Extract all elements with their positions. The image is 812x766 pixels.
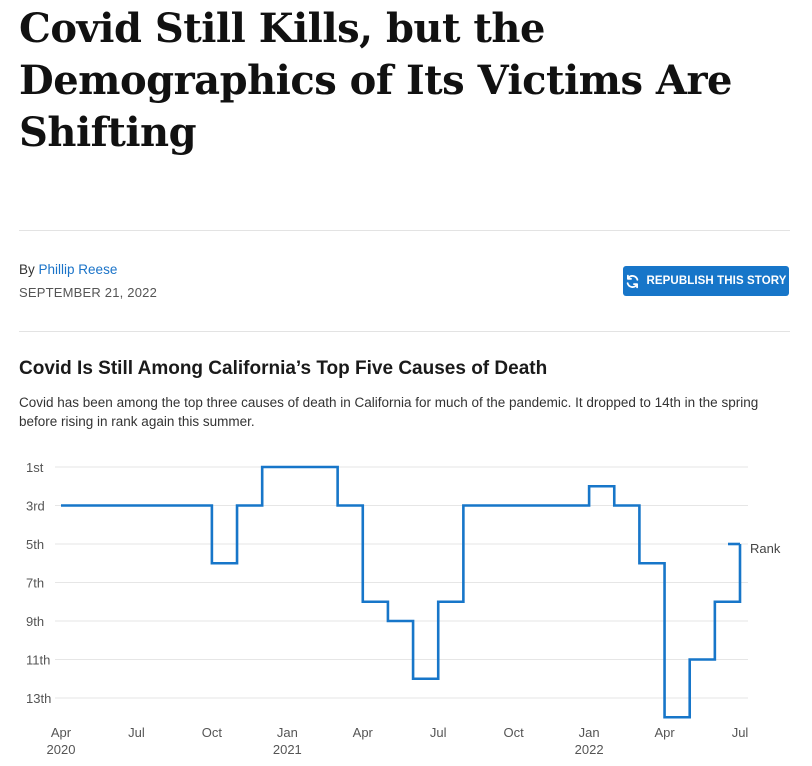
article-header: Covid Still Kills, but the Demographics … bbox=[19, 0, 790, 429]
x-tick-label: Oct bbox=[202, 725, 223, 740]
republish-button[interactable]: REPUBLISH THIS STORY bbox=[623, 266, 789, 296]
x-tick-label: Apr bbox=[654, 725, 675, 740]
y-axis: 1st 3rd 5th 7th 9th 11th 13th bbox=[26, 460, 51, 706]
y-tick-label: 7th bbox=[26, 576, 44, 591]
y-tick-label: 3rd bbox=[26, 499, 45, 514]
x-tick-label: Apr bbox=[51, 725, 72, 740]
x-axis: Apr 2020 Jul Oct Jan 2021 Apr Jul Oct Jan 2022 Apr J… bbox=[47, 725, 749, 757]
author-link[interactable]: Phillip Reese bbox=[38, 262, 118, 277]
divider-top bbox=[19, 230, 790, 231]
byline-prefix: By bbox=[19, 262, 35, 277]
x-tick-year: 2021 bbox=[273, 742, 302, 757]
refresh-icon bbox=[627, 274, 639, 288]
x-tick-label: Oct bbox=[504, 725, 525, 740]
x-tick-label: Jul bbox=[128, 725, 145, 740]
divider-bottom bbox=[19, 331, 790, 332]
series-label-rank: Rank bbox=[750, 541, 781, 556]
byline: By Phillip Reese bbox=[19, 262, 117, 277]
x-tick-year: 2022 bbox=[575, 742, 604, 757]
x-tick-label: Apr bbox=[353, 725, 374, 740]
chart-title: Covid Is Still Among California’s Top Fi… bbox=[19, 358, 548, 379]
x-tick-label: Jan bbox=[277, 725, 298, 740]
chart-gridlines bbox=[55, 466, 748, 699]
y-tick-label: 5th bbox=[26, 537, 44, 552]
x-tick-label: Jul bbox=[430, 725, 447, 740]
chart-series: Rank bbox=[61, 465, 781, 719]
publish-date: SEPTEMBER 21, 2022 bbox=[19, 285, 157, 300]
y-tick-label: 1st bbox=[26, 460, 44, 475]
chart-subtitle: Covid has been among the top three cause… bbox=[19, 395, 759, 429]
y-tick-label: 11th bbox=[26, 653, 50, 668]
y-tick-label: 13th bbox=[26, 691, 51, 706]
headline: Covid Still Kills, but the Demographics … bbox=[19, 5, 732, 156]
x-tick-year: 2020 bbox=[47, 742, 76, 757]
x-tick-label: Jan bbox=[579, 725, 600, 740]
republish-label: REPUBLISH THIS STORY bbox=[646, 275, 787, 287]
series-line-rank bbox=[61, 465, 742, 719]
x-tick-label: Jul bbox=[732, 725, 749, 740]
y-tick-label: 9th bbox=[26, 614, 44, 629]
